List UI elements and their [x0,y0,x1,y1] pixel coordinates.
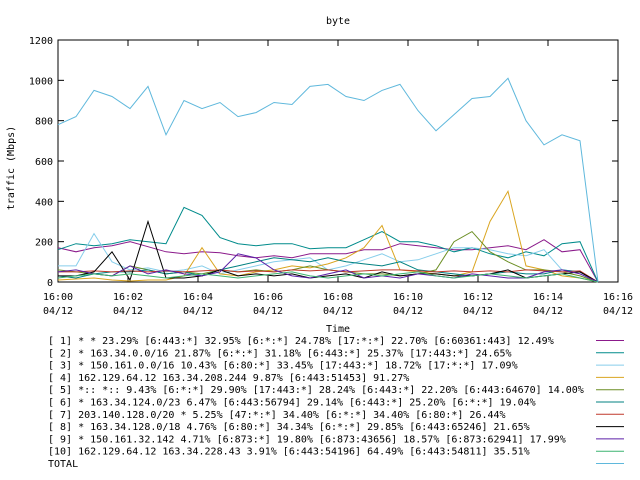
y-tick-label: 0 [47,278,53,289]
legend-label-3: [ 3] * 150.161.0.0/16 10.43% [6:80:*] 33… [48,361,518,372]
legend-label-7: [ 7] 203.140.128.0/20 * 5.25% [47:*:*] 3… [48,410,506,421]
series-line-9 [57,253,599,283]
x-tick-label-time: 16:16 [603,292,633,303]
x-axis-ticks: 16:00 04/12 16:02 04/12 16:04 04/12 16:06 04/12… [43,40,633,317]
legend-label-2: [ 2] * 163.34.0.0/16 21.87% [6:*:*] 31.1… [48,348,512,359]
x-tick-label-date: 04/12 [253,306,283,317]
legend-label-1: [ 1] * * 23.29% [6:443:*] 32.95% [6:*:*]… [48,336,554,347]
y-tick-label: 200 [35,238,53,249]
series-line-11 [57,77,599,283]
x-tick-label-time: 16:10 [393,292,423,303]
legend-label-11: TOTAL [48,459,78,470]
x-tick-label-date: 04/12 [43,306,73,317]
y-axis-label: traffic (Mbps) [6,126,17,210]
x-tick-label-date: 04/12 [463,306,493,317]
x-tick-label-time: 16:14 [533,292,563,303]
x-tick-label-date: 04/12 [323,306,353,317]
series-line-1 [57,239,599,283]
chart-title: byte [326,16,350,27]
x-axis-label: Time [326,324,350,335]
x-tick-label-time: 16:02 [113,292,143,303]
legend-label-8: [ 8] * 163.34.128.0/18 4.76% [6:80:*] 34… [48,422,530,433]
y-axis-ticks: 0 200 400 600 800 1000 1200 [29,36,618,289]
series-line-4 [57,189,599,283]
y-tick-label: 600 [35,157,53,168]
y-tick-label: 400 [35,197,53,208]
series-line-7 [58,269,599,283]
series-line-8 [58,219,599,283]
x-tick-label-date: 04/12 [183,306,213,317]
legend-label-5: [ 5] *:: *:: 9.43% [6:*:*] 29.90% [17:44… [48,385,584,396]
legend: [ 1] * * 23.29% [6:443:*] 32.95% [6:*:*]… [48,336,624,470]
legend-label-10: [10] 162.129.64.12 163.34.228.43 3.91% [… [48,447,530,458]
x-tick-label-time: 16:04 [183,292,213,303]
x-tick-label-date: 04/12 [603,306,633,317]
x-tick-label-time: 16:12 [463,292,493,303]
x-tick-label-date: 04/12 [533,306,563,317]
legend-label-4: [ 4] 162.129.64.12 163.34.208.244 9.87% … [48,373,409,384]
legend-label-6: [ 6] * 163.34.124.0/23 6.47% [6:443:5679… [48,398,536,409]
x-tick-label-time: 16:06 [253,292,283,303]
series-line-2 [57,206,599,283]
y-tick-label: 800 [35,117,53,128]
series-lines [57,77,599,283]
x-tick-label-date: 04/12 [393,306,423,317]
y-tick-label: 1200 [29,36,53,47]
x-tick-label-time: 16:00 [43,292,73,303]
legend-label-9: [ 9] * 150.161.32.142 4.71% [6:873:*] 19… [48,434,566,445]
x-tick-label-time: 16:08 [323,292,353,303]
y-tick-label: 1000 [29,76,53,87]
series-line-10 [57,271,599,283]
x-tick-label-date: 04/12 [113,306,143,317]
